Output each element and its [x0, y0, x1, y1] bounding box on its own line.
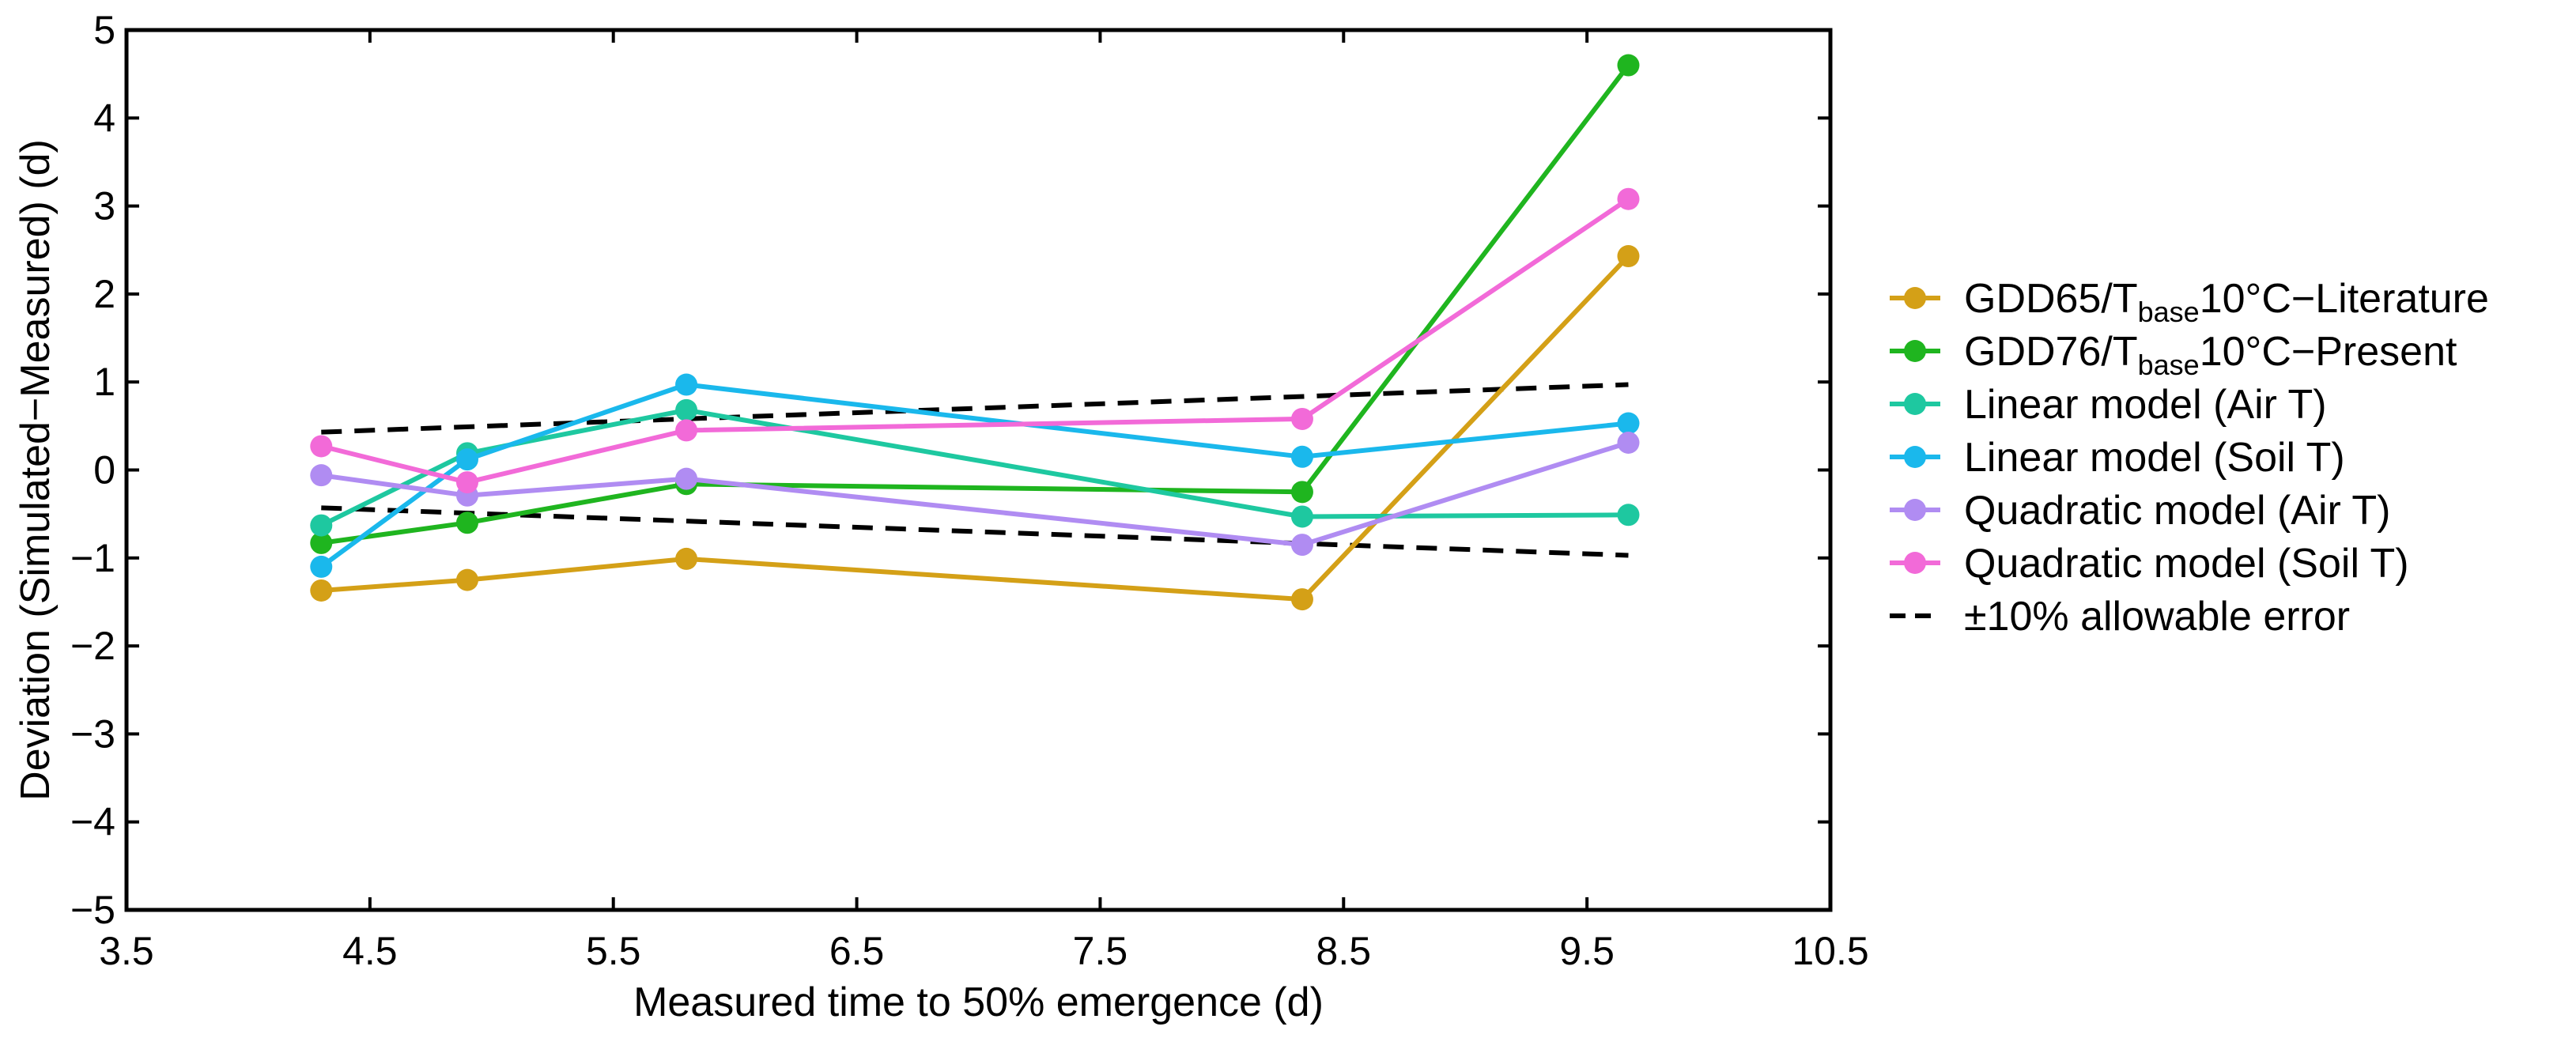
data-point — [675, 419, 698, 442]
series-6 — [310, 187, 1640, 494]
legend-swatch-marker — [1904, 340, 1926, 362]
data-point — [456, 448, 478, 471]
y-tick-label: 0 — [93, 448, 115, 493]
legend-swatch-marker — [1904, 499, 1926, 521]
y-tick-label: −2 — [70, 624, 115, 668]
y-axis-label: Deviation (Simulated−Measured) (d) — [13, 139, 59, 801]
data-point — [310, 579, 333, 602]
data-point — [456, 511, 478, 534]
legend-entry: Quadratic model (Air T) — [1890, 488, 2390, 534]
error-lower-line — [321, 505, 1629, 558]
legend-label-part: GDD76/T — [1964, 329, 2138, 375]
data-point — [310, 514, 333, 537]
data-point — [1290, 445, 1313, 468]
x-tick-label: 8.5 — [1316, 929, 1372, 973]
data-point — [675, 467, 698, 490]
data-point — [1617, 412, 1640, 435]
legend-label-subscript: base — [2138, 296, 2200, 328]
x-tick-label: 10.5 — [1792, 929, 1868, 973]
legend-label-part: 10°C−Present — [2200, 329, 2457, 375]
data-point — [1617, 245, 1640, 268]
legend-entry: Linear model (Soil T) — [1890, 435, 2345, 481]
legend-entry: ±10% allowable error — [1890, 594, 2350, 640]
data-point — [310, 464, 333, 487]
legend-label: Linear model (Air T) — [1964, 382, 2327, 428]
series-5 — [310, 431, 1640, 557]
legend-entry: Quadratic model (Soil T) — [1890, 541, 2409, 587]
y-tick-label: 4 — [93, 96, 115, 140]
y-tick-label: 5 — [93, 8, 115, 52]
data-point — [456, 471, 478, 494]
y-tick-label: −1 — [70, 536, 115, 580]
y-tick-label: 2 — [93, 272, 115, 316]
legend-swatch-marker — [1904, 287, 1926, 309]
data-point — [1617, 187, 1640, 210]
legend-label-part: GDD65/T — [1964, 276, 2138, 322]
data-point — [675, 398, 698, 421]
y-tick-label: 1 — [93, 360, 115, 404]
y-tick-label: −4 — [70, 800, 115, 844]
x-tick-label: 3.5 — [99, 929, 154, 973]
legend-swatch-marker — [1904, 393, 1926, 415]
data-point — [1290, 481, 1313, 504]
series-1 — [310, 245, 1640, 611]
x-tick-label: 7.5 — [1073, 929, 1128, 973]
x-tick-label: 4.5 — [342, 929, 398, 973]
data-point — [310, 555, 333, 578]
legend-label: Linear model (Soil T) — [1964, 435, 2345, 481]
y-tick-label: −5 — [70, 888, 115, 932]
legend-label-subscript: base — [2138, 349, 2200, 381]
legend-entry: Linear model (Air T) — [1890, 382, 2327, 428]
reference-lines — [321, 382, 1629, 558]
data-point — [675, 373, 698, 396]
data-point — [1290, 407, 1313, 430]
legend: GDD65/Tbase10°C−LiteratureGDD76/Tbase10°… — [1890, 276, 2489, 640]
x-axis-label: Measured time to 50% emergence (d) — [633, 979, 1324, 1025]
data-point — [1290, 505, 1313, 528]
axis-ticks: 3.5 4.5 5.5 6.5 7.5 8.5 9.5 10.5 5 4 3 2 1 0 −1 −2 −3 −4 −… — [70, 8, 1869, 973]
data-point — [1617, 431, 1640, 454]
legend-label: ±10% allowable error — [1964, 594, 2350, 640]
y-tick-label: −3 — [70, 711, 115, 756]
x-tick-label: 5.5 — [586, 929, 641, 973]
legend-label: Quadratic model (Soil T) — [1964, 541, 2409, 587]
data-point — [1617, 504, 1640, 526]
legend-label-part: 10°C−Literature — [2200, 276, 2489, 322]
legend-label: GDD76/Tbase10°C−Present — [1964, 329, 2457, 381]
legend-swatch-marker — [1904, 552, 1926, 574]
data-point — [456, 568, 478, 591]
legend-label: Quadratic model (Air T) — [1964, 488, 2390, 534]
data-point — [310, 435, 333, 458]
y-tick-label: 3 — [93, 184, 115, 228]
legend-swatch-marker — [1904, 446, 1926, 468]
x-tick-label: 6.5 — [829, 929, 885, 973]
data-point — [1290, 588, 1313, 611]
series-4 — [310, 373, 1640, 578]
data-point — [1617, 54, 1640, 77]
data-point — [675, 547, 698, 570]
data-point — [1290, 534, 1313, 557]
data-point — [310, 531, 333, 554]
series-layer — [310, 54, 1640, 611]
error-upper-line — [321, 382, 1629, 435]
x-tick-label: 9.5 — [1559, 929, 1615, 973]
legend-entry: GDD65/Tbase10°C−Literature — [1890, 276, 2489, 328]
legend-entry: GDD76/Tbase10°C−Present — [1890, 329, 2457, 381]
legend-label: GDD65/Tbase10°C−Literature — [1964, 276, 2489, 328]
